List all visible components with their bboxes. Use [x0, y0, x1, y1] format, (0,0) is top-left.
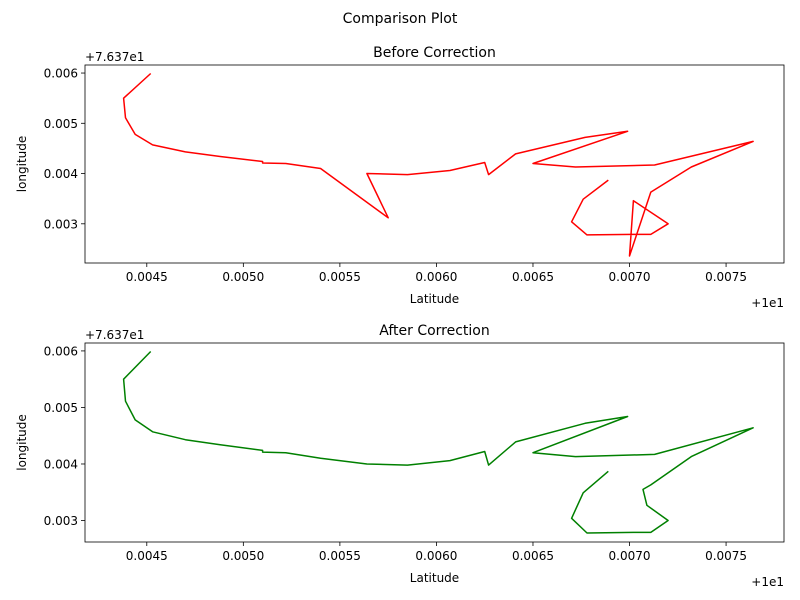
before-x-tick-label: 0.0045 — [126, 270, 168, 284]
after-x-offset-label: +1e1 — [751, 575, 784, 589]
after-x-axis-label: Latitude — [410, 571, 459, 585]
before-x-tick-label: 0.0055 — [319, 270, 361, 284]
before-y-tick-label: 0.004 — [44, 167, 78, 181]
before-x-tick-label: 0.0050 — [222, 270, 264, 284]
after-x-tick-label: 0.0050 — [222, 549, 264, 563]
before-x-tick-label: 0.0060 — [415, 270, 457, 284]
after-x-tick-label: 0.0045 — [126, 549, 168, 563]
before-y-offset-label: +7.637e1 — [85, 50, 144, 64]
before-x-axis-label: Latitude — [410, 292, 459, 306]
after-y-tick-label: 0.004 — [44, 457, 78, 471]
before-correction-plot: 0.0045 0.0050 0.0055 0.0060 0.0065 0.0070 0.00… — [15, 45, 785, 310]
after-y-offset-label: +7.637e1 — [85, 328, 144, 342]
before-x-tick-label: 0.0075 — [705, 270, 747, 284]
after-series-line — [122, 350, 754, 534]
after-axes-frame — [84, 342, 785, 543]
before-x-offset-label: +1e1 — [751, 296, 784, 310]
after-y-tick-label: 0.003 — [44, 514, 78, 528]
after-plot-title: After Correction — [379, 323, 490, 339]
after-x-tick-label: 0.0065 — [512, 549, 554, 563]
after-x-tick-label: 0.0070 — [609, 549, 651, 563]
before-y-tick-label: 0.005 — [44, 117, 78, 131]
before-x-tick-label: 0.0065 — [512, 270, 554, 284]
before-axes-frame — [84, 64, 785, 264]
after-y-tick-label: 0.005 — [44, 401, 78, 415]
after-y-tick-label: 0.006 — [44, 344, 78, 358]
figure-suptitle: Comparison Plot — [343, 11, 458, 27]
before-y-axis-label: longitude — [15, 136, 29, 193]
before-y-tick-label: 0.006 — [44, 67, 78, 81]
after-x-tick-label: 0.0060 — [415, 549, 457, 563]
after-x-tick-label: 0.0055 — [319, 549, 361, 563]
before-series-line — [122, 72, 754, 257]
after-y-axis-label: longitude — [15, 414, 29, 471]
after-x-tick-label: 0.0075 — [705, 549, 747, 563]
before-y-tick-label: 0.003 — [44, 217, 78, 231]
before-x-tick-label: 0.0070 — [609, 270, 651, 284]
after-correction-plot: 0.0045 0.0050 0.0055 0.0060 0.0065 0.0070 0.00… — [15, 323, 785, 589]
before-plot-title: Before Correction — [373, 45, 496, 61]
